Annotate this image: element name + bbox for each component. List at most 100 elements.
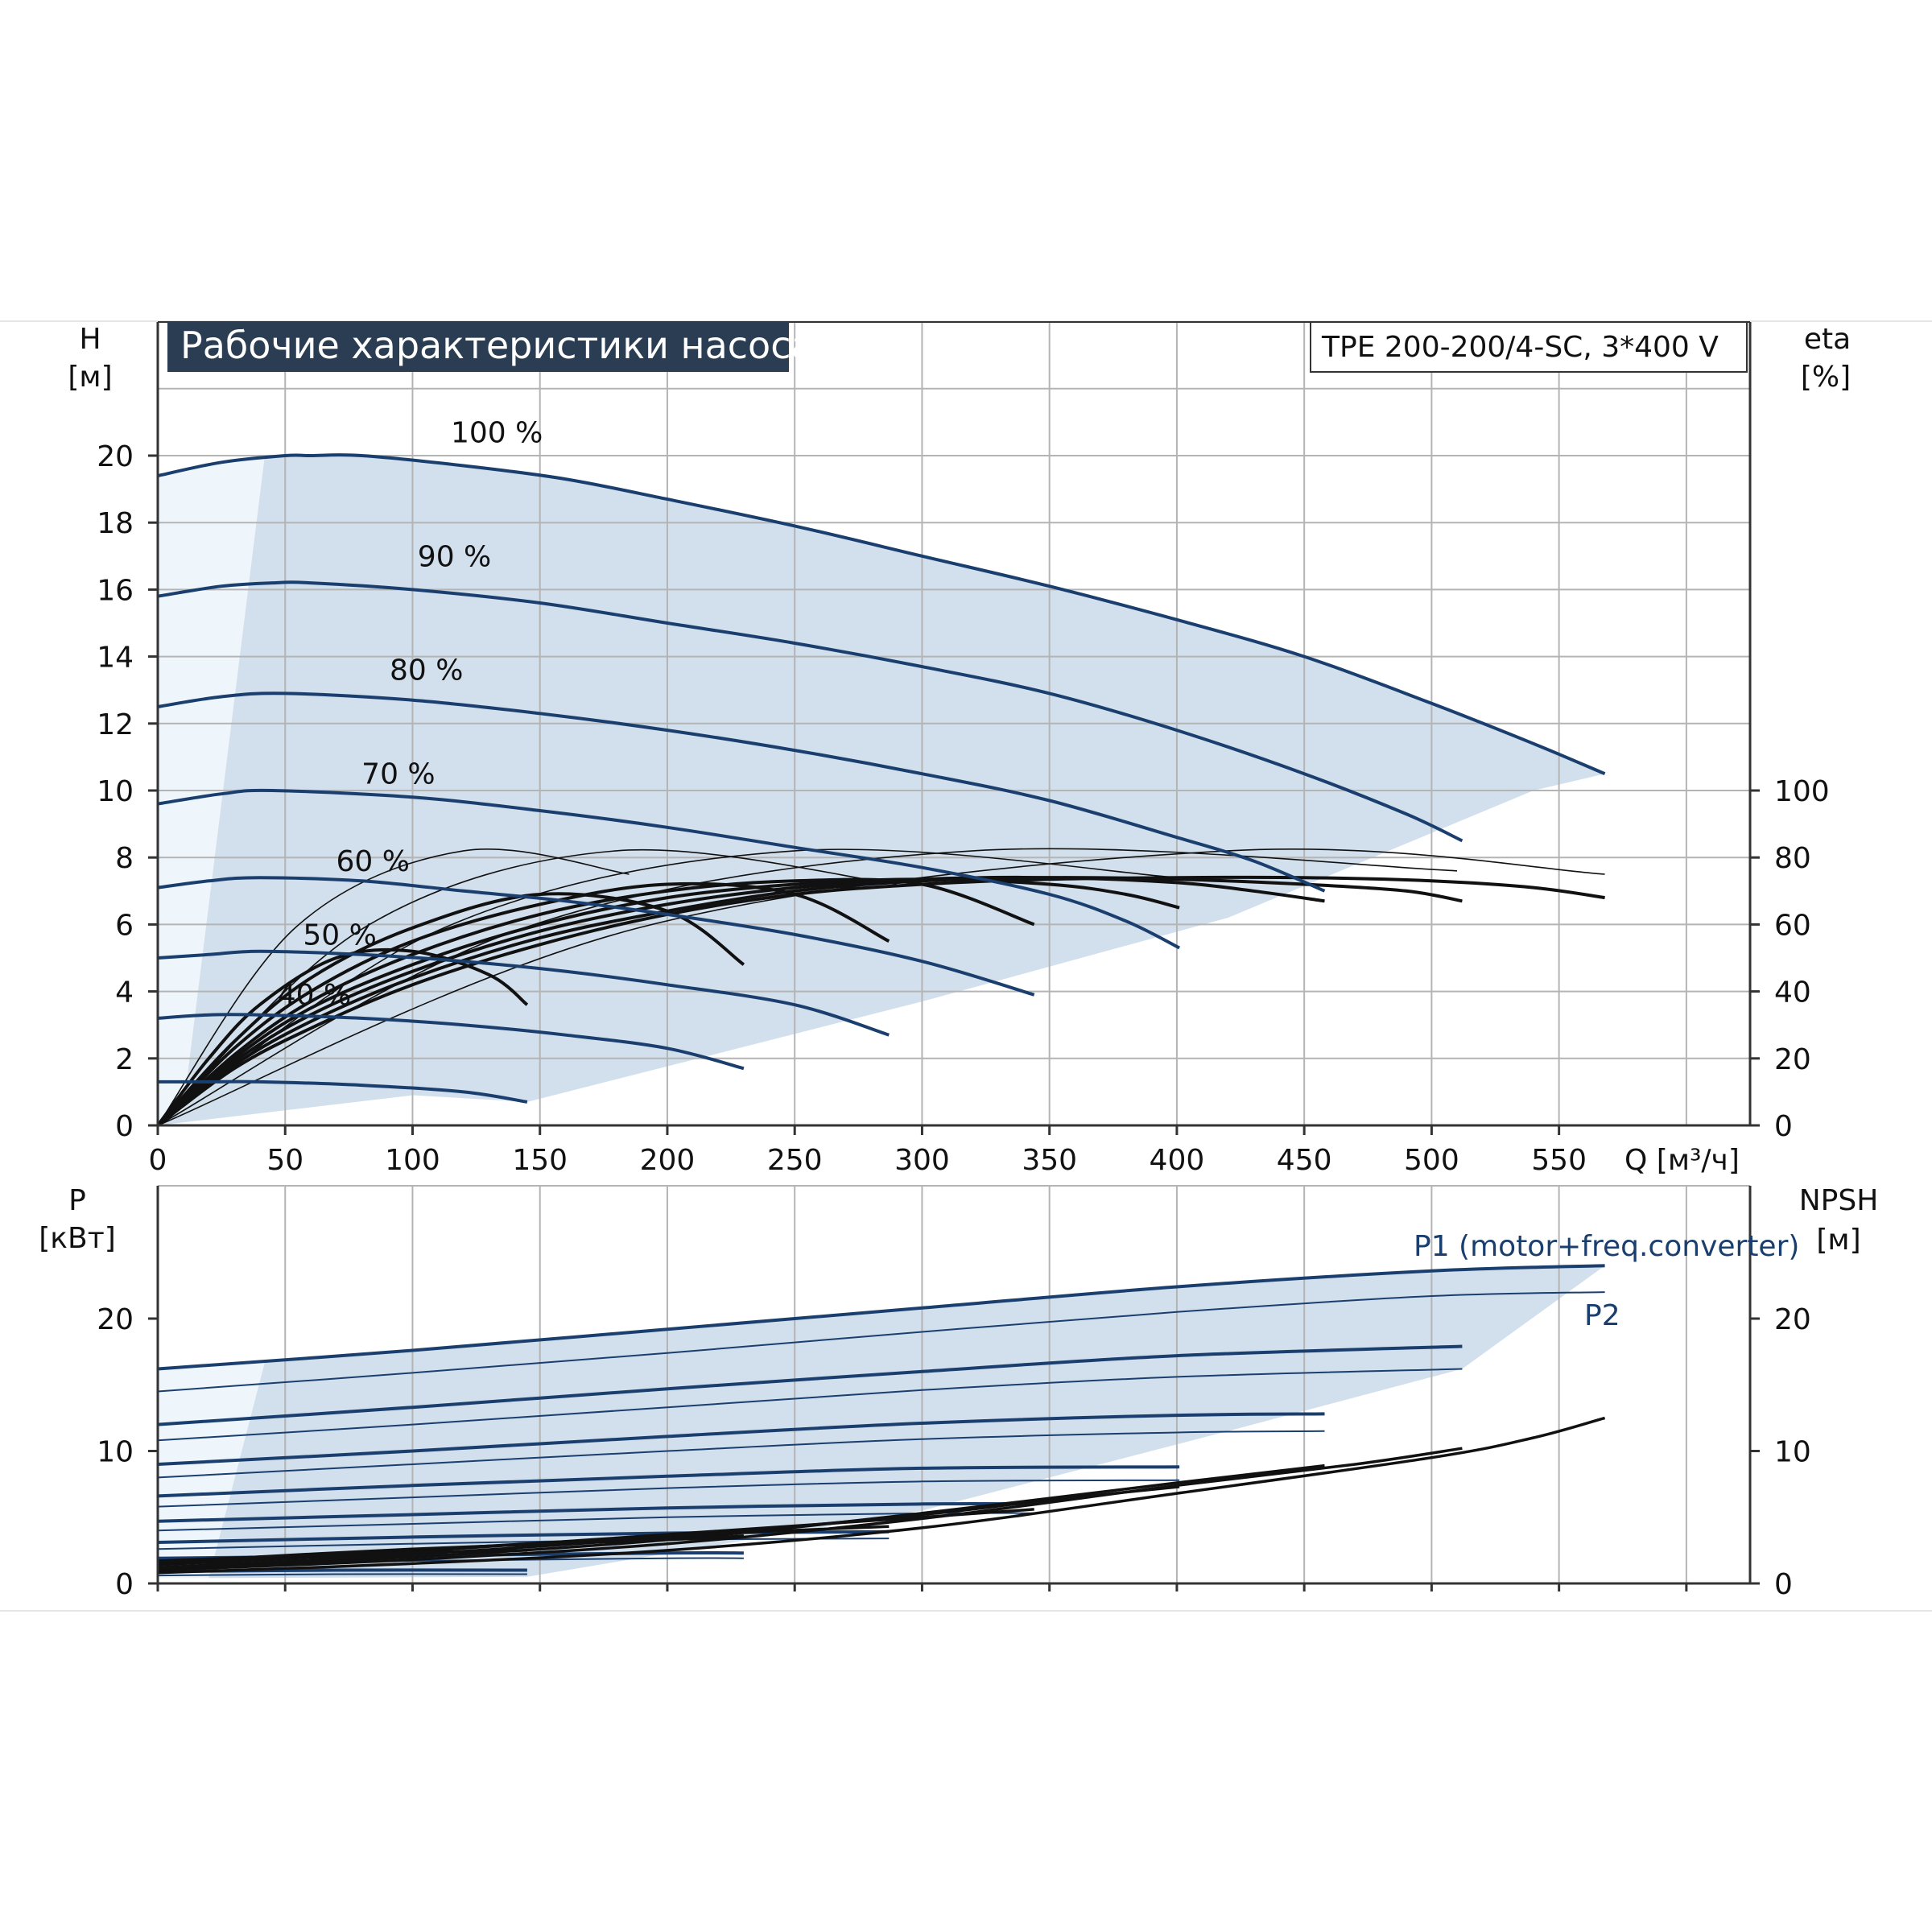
y-axis-unit-power: [кВт] [39,1222,116,1255]
x-tick-label: 250 [767,1144,823,1177]
p2-power-curve [157,1368,1463,1442]
head-tick-label: 20 [97,440,134,473]
p2-power-curve [157,1430,1325,1479]
power-grid [158,1185,1750,1583]
y2-axis-unit-eta: [%] [1801,361,1851,394]
p1-power-curve [157,1501,1034,1523]
efficiency-iso-line [157,848,897,1126]
head-tick-label: 16 [97,574,134,607]
speed-label: 90 % [418,540,491,573]
efficiency-curve [156,892,745,1127]
head-curve [157,949,890,1037]
head-curve [157,691,1326,893]
npsh-curves [157,1416,1606,1575]
eta-tick-label: 20 [1774,1043,1811,1076]
power-tick-label: 0 [115,1568,134,1601]
x-axis-title: Q [м³/ч] [1624,1144,1740,1177]
chart-title: Рабочие характеристики насоса [180,324,814,367]
efficiency-curve [156,877,1035,1127]
eta-tick-label: 80 [1774,842,1811,875]
npsh-curve [157,1549,527,1563]
x-tick-label: 450 [1277,1144,1332,1177]
x-tick-label: 200 [640,1144,696,1177]
head-tick-label: 8 [115,842,134,875]
chart-title-box [167,322,789,372]
model-name: TPE 200-200/4-SC, 3*400 V [1321,331,1719,364]
power-axes: 0 10 20 0 10 20 [97,1186,1811,1601]
speed-label: 80 % [390,654,463,687]
head-curve [157,1013,745,1071]
x-tick-label: 100 [385,1144,440,1177]
x-tick-label: 0 [149,1144,167,1177]
power-range-area [208,1265,1605,1579]
y2-axis-title-eta: eta [1804,323,1851,356]
p1-power-curve [157,1344,1463,1426]
y2-axis-title-npsh: NPSH [1799,1184,1879,1217]
p2-power-curve [157,1479,1180,1508]
x-tick-label: 400 [1150,1144,1205,1177]
power-tick-label: 10 [97,1436,134,1469]
efficiency-iso-line [157,848,1458,1126]
head-curve [157,876,1035,997]
y-axis-title-power: P [68,1184,86,1217]
x-tick-label: 300 [894,1144,950,1177]
npsh-tick-label: 10 [1774,1436,1811,1469]
npsh-tick-label: 20 [1774,1303,1811,1336]
head-tick-label: 14 [97,642,134,675]
eta-tick-label: 40 [1774,976,1811,1009]
p1-power-curve [157,1465,1180,1498]
efficiency-curve [156,877,1180,1127]
y-axis-unit-head: [м] [68,361,112,394]
head-tick-label: 12 [97,708,134,741]
head-tick-label: 2 [115,1043,134,1076]
x-tick-label: 550 [1531,1144,1587,1177]
head-curve [157,580,1463,843]
power-range-edge-area [158,1362,265,1579]
eta-tick-label: 100 [1774,775,1830,808]
efficiency-curve [156,875,1605,1127]
head-tick-label: 10 [97,775,134,808]
head-curve [157,453,1606,776]
x-tick-label: 500 [1404,1144,1459,1177]
eta-tick-label: 60 [1774,909,1811,942]
head-tick-label: 6 [115,909,134,942]
speed-label: 100 % [451,416,543,449]
efficiency-curve [156,947,529,1127]
y2-axis-unit-npsh: [м] [1816,1224,1860,1257]
head-curves [157,453,1606,1104]
p2-label: P2 [1584,1299,1620,1332]
head-curve [158,1080,528,1104]
efficiency-iso-line [157,848,1605,1126]
power-tick-label: 20 [97,1303,134,1336]
speed-label: 70 % [361,758,435,791]
p2-power-curve [157,1573,527,1577]
x-tick-label: 50 [266,1144,303,1177]
efficiency-curve [156,881,890,1127]
model-box [1310,321,1748,373]
p1-power-curve [157,1264,1605,1371]
p2-power-curve [157,1291,1605,1393]
x-tick-label: 150 [512,1144,568,1177]
speed-label: 60 % [336,845,410,878]
speed-label: 50 % [303,919,376,952]
p2-power-curve [157,1538,890,1550]
p1-power-curve [157,1412,1325,1466]
speed-labels: 100 % 90 % 80 % 70 % 60 % 50 % 40 % [278,416,543,1012]
npsh-curve [157,1447,1463,1572]
efficiency-iso-line [157,848,1177,1126]
efficiency-iso-line [157,848,630,1126]
npsh-tick-label: 0 [1774,1568,1793,1601]
y-axis-title-head: H [79,323,101,356]
head-curve [157,788,1180,950]
eta-tick-label: 0 [1774,1110,1793,1143]
x-tick-label: 350 [1022,1144,1077,1177]
speed-label: 40 % [278,979,351,1012]
efficiency-curve [156,876,1463,1127]
head-tick-label: 0 [115,1110,134,1143]
npsh-curve [157,1416,1606,1575]
p1-label: P1 (motor+freq.converter) [1414,1230,1799,1263]
head-tick-label: 18 [97,507,134,540]
